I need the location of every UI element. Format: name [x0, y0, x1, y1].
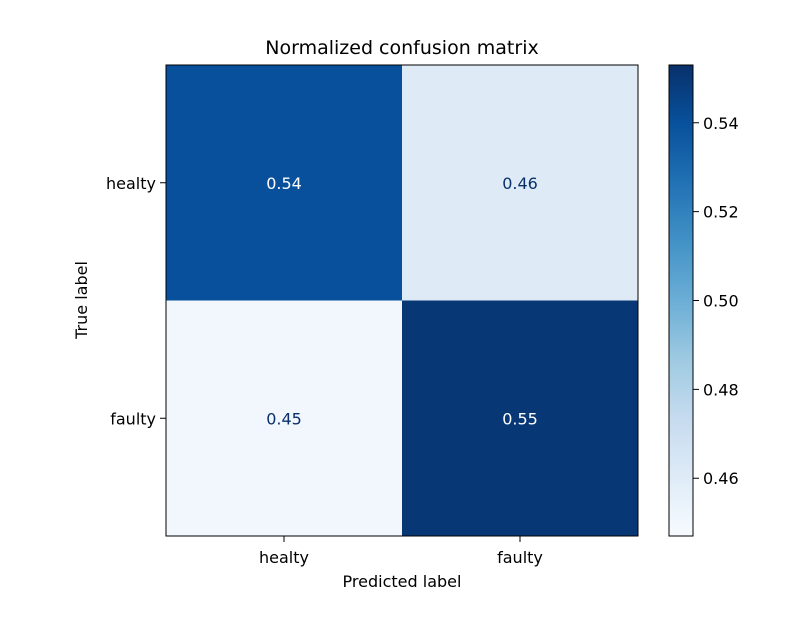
- colorbar-tick-label: 0.52: [703, 203, 739, 222]
- matrix-cell: [166, 65, 403, 301]
- y-tick-label: healty: [106, 174, 156, 193]
- colorbar-tick-label: 0.48: [703, 380, 739, 399]
- y-axis-ticks: healty faulty: [106, 174, 166, 428]
- chart-title: Normalized confusion matrix: [265, 37, 538, 59]
- plot-frame: [165, 64, 639, 537]
- matrix-value-labels: 0.54 0.46 0.45 0.55: [266, 174, 538, 429]
- y-axis-label: True label: [72, 261, 91, 340]
- x-axis-label: Predicted label: [343, 572, 462, 591]
- matrix-cell: [166, 300, 403, 537]
- colorbar: [668, 64, 694, 537]
- matrix-cells: [166, 65, 639, 537]
- cell-value-label: 0.45: [266, 409, 302, 428]
- x-tick-label: healty: [259, 548, 309, 567]
- cell-value-label: 0.46: [502, 174, 538, 193]
- matrix-cell: [402, 65, 639, 301]
- cell-value-label: 0.54: [266, 174, 302, 193]
- x-tick-label: faulty: [497, 548, 543, 567]
- matrix-cell: [402, 300, 639, 537]
- colorbar-tick-label: 0.50: [703, 292, 739, 311]
- colorbar-tick-label: 0.46: [703, 469, 739, 488]
- cell-value-label: 0.55: [502, 409, 538, 428]
- x-axis-ticks: healty faulty: [259, 536, 543, 567]
- y-tick-label: faulty: [110, 409, 156, 428]
- colorbar-tick-label: 0.54: [703, 114, 739, 133]
- colorbar-ticks: 0.46 0.48 0.50 0.52 0.54: [693, 114, 739, 488]
